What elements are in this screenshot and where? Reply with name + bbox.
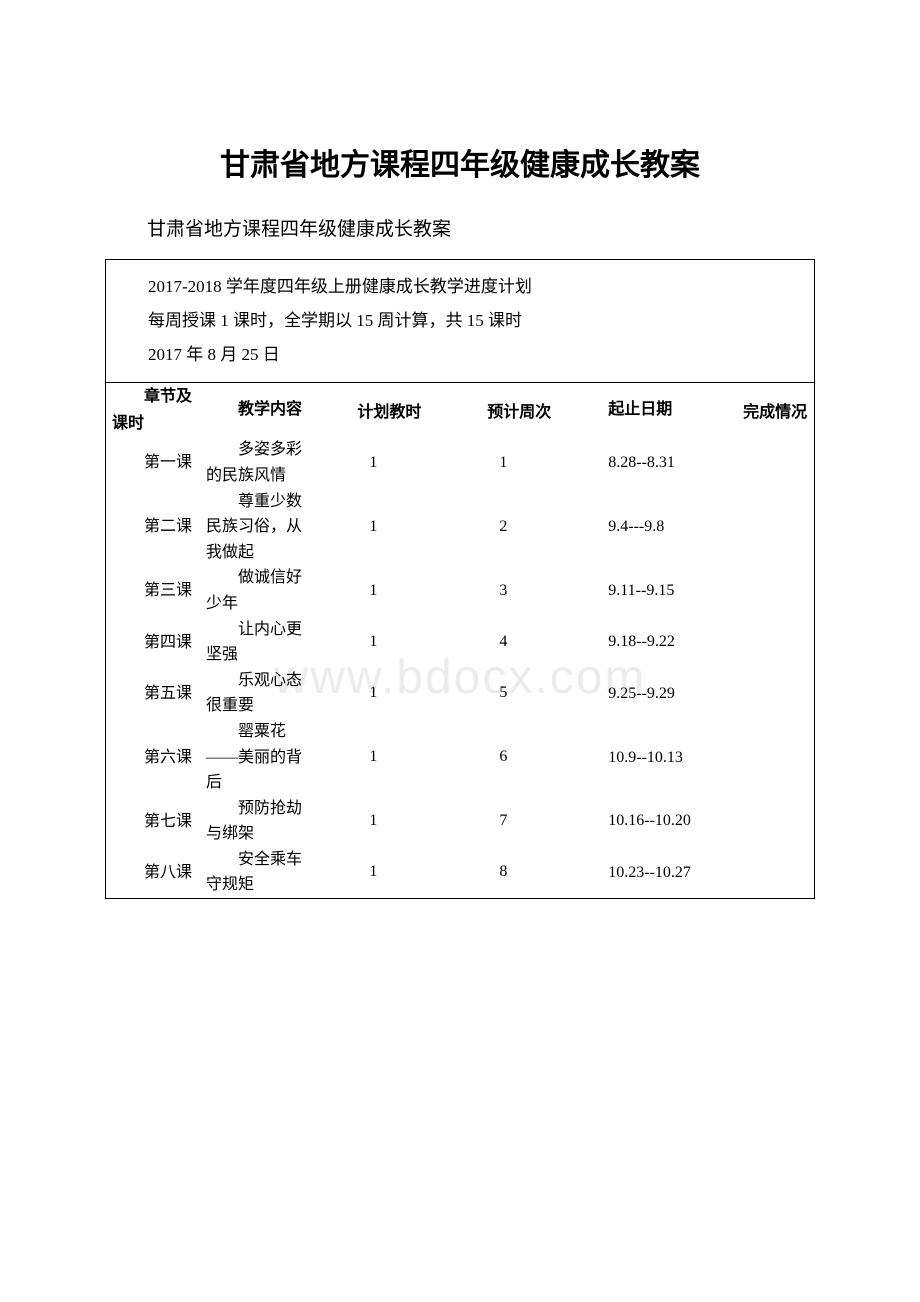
cell-hours: 1 <box>310 719 436 796</box>
header-dates: 起止日期 <box>570 383 704 438</box>
cell-chapter: 第六课 <box>106 719 201 796</box>
cell-status <box>704 565 814 616</box>
cell-dates: 9.4---9.8 <box>570 489 704 566</box>
cell-week: 2 <box>436 489 570 566</box>
cell-dates: 10.16--10.20 <box>570 796 704 847</box>
table-row: 第七课 预防抢劫与绑架 1 7 10.16--10.20 <box>106 796 815 847</box>
table-row: 第二课 尊重少数民族习俗，从我做起 1 2 9.4---9.8 <box>106 489 815 566</box>
page-title: 甘肃省地方课程四年级健康成长教案 <box>105 140 815 184</box>
cell-content: 让内心更坚强 <box>200 617 310 668</box>
cell-dates: 10.23--10.27 <box>570 847 704 899</box>
cell-week: 4 <box>436 617 570 668</box>
cell-dates: 8.28--8.31 <box>570 437 704 488</box>
cell-content: 多姿多彩的民族风情 <box>200 437 310 488</box>
table-row: 第六课 罂粟花——美丽的背后 1 6 10.9--10.13 <box>106 719 815 796</box>
table-row: 第三课 做诚信好少年 1 3 9.11--9.15 <box>106 565 815 616</box>
cell-content: 乐观心态很重要 <box>200 668 310 719</box>
cell-content: 安全乘车守规矩 <box>200 847 310 899</box>
cell-status <box>704 719 814 796</box>
header-week: 预计周次 <box>436 383 570 438</box>
cell-week: 1 <box>436 437 570 488</box>
cell-week: 7 <box>436 796 570 847</box>
cell-status <box>704 796 814 847</box>
header-content: 教学内容 <box>200 383 310 438</box>
table-row: 第八课 安全乘车守规矩 1 8 10.23--10.27 <box>106 847 815 899</box>
cell-hours: 1 <box>310 489 436 566</box>
header-chapter: 章节及课时 <box>106 383 201 438</box>
cell-chapter: 第八课 <box>106 847 201 899</box>
info-header-cell: 2017-2018 学年度四年级上册健康成长教学进度计划 每周授课 1 课时，全… <box>106 260 815 383</box>
cell-status <box>704 617 814 668</box>
cell-chapter: 第二课 <box>106 489 201 566</box>
info-line-2: 每周授课 1 课时，全学期以 15 周计算，共 15 课时 <box>148 304 814 338</box>
cell-chapter: 第五课 <box>106 668 201 719</box>
table-header-row: 章节及课时 教学内容 计划教时 预计周次 起止日期 完成情况 <box>106 383 815 438</box>
document-content: 甘肃省地方课程四年级健康成长教案 甘肃省地方课程四年级健康成长教案 2017-2… <box>105 140 815 899</box>
table-row: 第四课 让内心更坚强 1 4 9.18--9.22 <box>106 617 815 668</box>
header-hours: 计划教时 <box>310 383 436 438</box>
table-row: 第五课 乐观心态很重要 1 5 9.25--9.29 <box>106 668 815 719</box>
cell-status <box>704 847 814 899</box>
cell-chapter: 第三课 <box>106 565 201 616</box>
cell-hours: 1 <box>310 847 436 899</box>
cell-chapter: 第四课 <box>106 617 201 668</box>
lesson-plan-table: 2017-2018 学年度四年级上册健康成长教学进度计划 每周授课 1 课时，全… <box>105 259 815 899</box>
cell-hours: 1 <box>310 796 436 847</box>
page-subtitle: 甘肃省地方课程四年级健康成长教案 <box>105 214 815 241</box>
cell-week: 6 <box>436 719 570 796</box>
header-status: 完成情况 <box>704 383 814 438</box>
cell-status <box>704 437 814 488</box>
cell-hours: 1 <box>310 617 436 668</box>
cell-content: 尊重少数民族习俗，从我做起 <box>200 489 310 566</box>
cell-dates: 9.25--9.29 <box>570 668 704 719</box>
cell-hours: 1 <box>310 437 436 488</box>
info-line-3: 2017 年 8 月 25 日 <box>148 338 814 372</box>
info-line-1: 2017-2018 学年度四年级上册健康成长教学进度计划 <box>148 270 814 304</box>
table-row: 第一课 多姿多彩的民族风情 1 1 8.28--8.31 <box>106 437 815 488</box>
cell-week: 5 <box>436 668 570 719</box>
cell-status <box>704 489 814 566</box>
cell-content: 罂粟花——美丽的背后 <box>200 719 310 796</box>
cell-week: 8 <box>436 847 570 899</box>
cell-hours: 1 <box>310 565 436 616</box>
cell-week: 3 <box>436 565 570 616</box>
cell-hours: 1 <box>310 668 436 719</box>
cell-chapter: 第一课 <box>106 437 201 488</box>
cell-chapter: 第七课 <box>106 796 201 847</box>
cell-content: 做诚信好少年 <box>200 565 310 616</box>
cell-dates: 9.11--9.15 <box>570 565 704 616</box>
cell-content: 预防抢劫与绑架 <box>200 796 310 847</box>
cell-status <box>704 668 814 719</box>
cell-dates: 10.9--10.13 <box>570 719 704 796</box>
cell-dates: 9.18--9.22 <box>570 617 704 668</box>
